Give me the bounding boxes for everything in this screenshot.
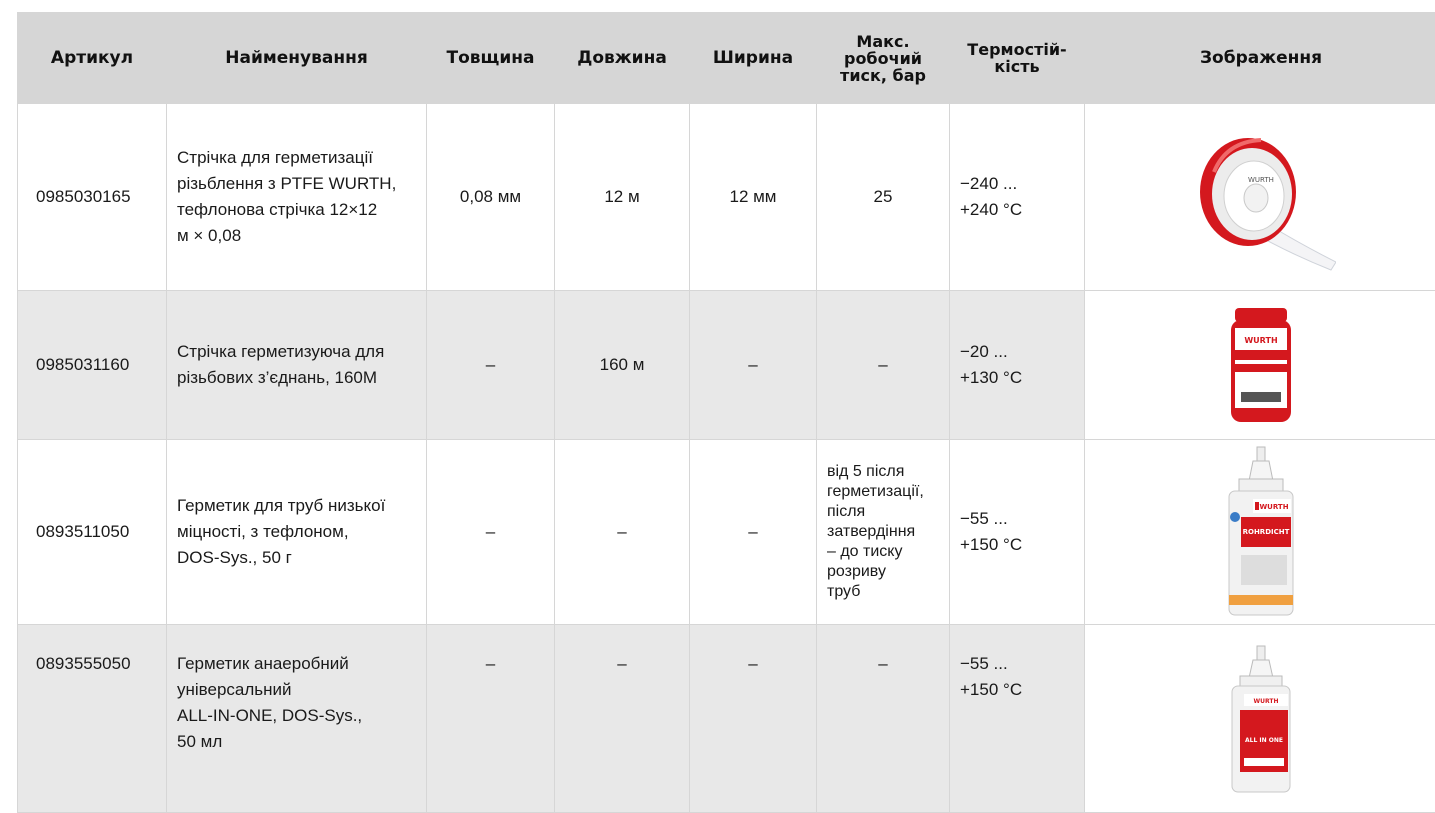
header-sku: Артикул	[18, 13, 167, 104]
temp-line: −55 ...	[960, 651, 1084, 677]
cell-temperature: −55 ... +150 °С	[950, 625, 1085, 813]
cell-temperature: −240 ... +240 °С	[950, 104, 1085, 291]
header-temperature-line2: кість	[950, 58, 1084, 75]
cell-width: –	[690, 291, 817, 440]
cell-name: Стрічка для герметизації різьблення з PT…	[167, 104, 427, 291]
header-max-pressure: Макс. робочий тиск, бар	[817, 13, 950, 104]
name-line: універсальний	[177, 677, 426, 703]
cell-temperature: −20 ... +130 °С	[950, 291, 1085, 440]
header-length: Довжина	[555, 13, 690, 104]
cell-sku: 0985030165	[18, 104, 167, 291]
pressure-line: герметизації,	[827, 482, 949, 502]
cell-image: WURTH	[1085, 104, 1435, 291]
name-line: Стрічка для герметизації	[177, 145, 426, 171]
name-line: міцності, з тефлоном,	[177, 519, 426, 545]
pressure-line: – до тиску	[827, 542, 949, 562]
pressure-line: від 5 після	[827, 462, 949, 482]
cell-sku: 0893511050	[18, 440, 167, 625]
sealant-bottle-image: WURTH ROHRDICHT	[1221, 445, 1301, 619]
name-line: тефлонова стрічка 12×12	[177, 197, 426, 223]
name-line: різьбових з’єднань, 160M	[177, 365, 426, 391]
cell-length: –	[555, 625, 690, 813]
ptfe-tape-roll-image: WURTH	[1186, 122, 1336, 272]
name-line: Герметик для труб низької	[177, 493, 426, 519]
cell-width: –	[690, 625, 817, 813]
header-max-pressure-line3: тиск, бар	[817, 67, 949, 84]
header-image: Зображення	[1085, 13, 1435, 104]
table-row: 0893511050 Герметик для труб низької міц…	[18, 440, 1435, 625]
cell-name: Герметик анаеробний універсальний ALL-IN…	[167, 625, 427, 813]
temp-line: −20 ...	[960, 339, 1084, 365]
product-label-text: ROHRDICHT	[1243, 528, 1290, 536]
name-line: м × 0,08	[177, 223, 426, 249]
cell-length: 160 м	[555, 291, 690, 440]
header-max-pressure-line1: Макс.	[817, 33, 949, 50]
cell-pressure: від 5 після герметизації, після затверді…	[817, 440, 950, 625]
name-line: DOS-Sys., 50 г	[177, 545, 426, 571]
header-thickness: Товщина	[427, 13, 555, 104]
cell-pressure: –	[817, 291, 950, 440]
cell-sku: 0893555050	[18, 625, 167, 813]
brand-text: WURTH	[1254, 698, 1279, 705]
cell-name: Герметик для труб низької міцності, з те…	[167, 440, 427, 625]
table-row: 0985030165 Стрічка для герметизації різь…	[18, 104, 1435, 291]
brand-text: WURTH	[1259, 503, 1288, 511]
name-line: ALL-IN-ONE, DOS-Sys.,	[177, 703, 426, 729]
header-row: Артикул Найменування Товщина Довжина Шир…	[18, 13, 1435, 104]
header-width: Ширина	[690, 13, 817, 104]
pressure-line: затвердіння	[827, 522, 949, 542]
cell-image: WURTH	[1085, 291, 1435, 440]
table-row: 0985031160 Стрічка герметизуюча для різь…	[18, 291, 1435, 440]
brand-text: WURTH	[1244, 336, 1277, 345]
cell-thickness: –	[427, 625, 555, 813]
name-line: різьблення з PTFE WURTH,	[177, 171, 426, 197]
cell-length: 12 м	[555, 104, 690, 291]
table-row: 0893555050 Герметик анаеробний універсал…	[18, 625, 1435, 813]
header-max-pressure-line2: робочий	[817, 50, 949, 67]
anaerobic-sealant-bottle-image: WURTH ALL IN ONE	[1226, 644, 1296, 794]
name-line: 50 мл	[177, 729, 426, 755]
cell-pressure: –	[817, 625, 950, 813]
cell-thickness: 0,08 мм	[427, 104, 555, 291]
pressure-line: після	[827, 502, 949, 522]
cell-length: –	[555, 440, 690, 625]
header-temperature: Термостій- кість	[950, 13, 1085, 104]
temp-line: +240 °С	[960, 197, 1084, 223]
cell-name: Стрічка герметизуюча для різьбових з’єдн…	[167, 291, 427, 440]
cell-temperature: −55 ... +150 °С	[950, 440, 1085, 625]
temp-line: +130 °С	[960, 365, 1084, 391]
cell-image: WURTH ROHRDICHT	[1085, 440, 1435, 625]
pressure-line: розриву	[827, 562, 949, 582]
name-line: Стрічка герметизуюча для	[177, 339, 426, 365]
thread-sealing-cord-image: WURTH	[1221, 300, 1301, 430]
pressure-line: труб	[827, 582, 949, 602]
cell-sku: 0985031160	[18, 291, 167, 440]
temp-line: +150 °С	[960, 677, 1084, 703]
cell-thickness: –	[427, 291, 555, 440]
cell-image: WURTH ALL IN ONE	[1085, 625, 1435, 813]
brand-text: WURTH	[1248, 176, 1274, 184]
temp-line: +150 °С	[960, 532, 1084, 558]
header-temperature-line1: Термостій-	[950, 41, 1084, 58]
product-label-text: ALL IN ONE	[1245, 737, 1283, 744]
header-name: Найменування	[167, 13, 427, 104]
name-line: Герметик анаеробний	[177, 651, 426, 677]
cell-thickness: –	[427, 440, 555, 625]
cell-width: 12 мм	[690, 104, 817, 291]
products-table: Артикул Найменування Товщина Довжина Шир…	[17, 12, 1435, 813]
temp-line: −240 ...	[960, 171, 1084, 197]
cell-pressure: 25	[817, 104, 950, 291]
temp-line: −55 ...	[960, 506, 1084, 532]
cell-width: –	[690, 440, 817, 625]
